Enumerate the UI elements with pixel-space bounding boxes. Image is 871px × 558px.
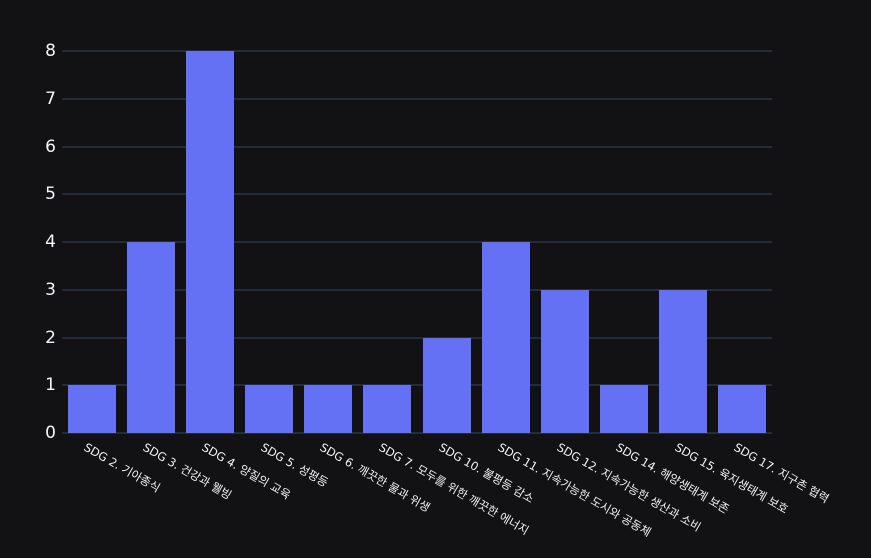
y-tick-label-1: 1 xyxy=(45,375,56,396)
y-tick-label-0: 0 xyxy=(45,423,56,443)
bar-1 xyxy=(67,385,116,433)
bar-5 xyxy=(304,385,353,433)
y-tick-label-8: 8 xyxy=(45,41,56,61)
bar-2 xyxy=(126,242,175,433)
bar-7 xyxy=(422,337,471,433)
y-tick-label-7: 7 xyxy=(45,88,56,109)
bar-3 xyxy=(185,51,234,433)
gridline-y-6 xyxy=(62,145,772,148)
gridline-y-0 xyxy=(62,432,772,434)
y-tick-label-6: 6 xyxy=(45,136,56,157)
bar-9 xyxy=(540,289,589,433)
gridline-y-8 xyxy=(62,50,772,52)
y-tick-label-5: 5 xyxy=(45,184,56,205)
gridline-y-7 xyxy=(62,97,772,100)
bar-10 xyxy=(600,385,649,433)
y-tick-label-2: 2 xyxy=(45,327,56,348)
bar-6 xyxy=(363,385,412,433)
x-tick-label-12: SDG 17. 지구촌 협력 xyxy=(731,440,832,506)
plot-area xyxy=(62,50,772,434)
bar-11 xyxy=(659,289,708,433)
gridline-y-3 xyxy=(62,288,772,291)
y-tick-label-4: 4 xyxy=(45,232,56,252)
gridline-y-1 xyxy=(62,384,772,387)
bar-4 xyxy=(245,385,294,433)
gridline-y-5 xyxy=(62,193,772,196)
bar-8 xyxy=(481,242,530,433)
gridline-y-4 xyxy=(62,241,772,243)
bar-12 xyxy=(718,385,767,433)
y-tick-label-3: 3 xyxy=(45,279,56,300)
gridline-y-2 xyxy=(62,336,772,339)
